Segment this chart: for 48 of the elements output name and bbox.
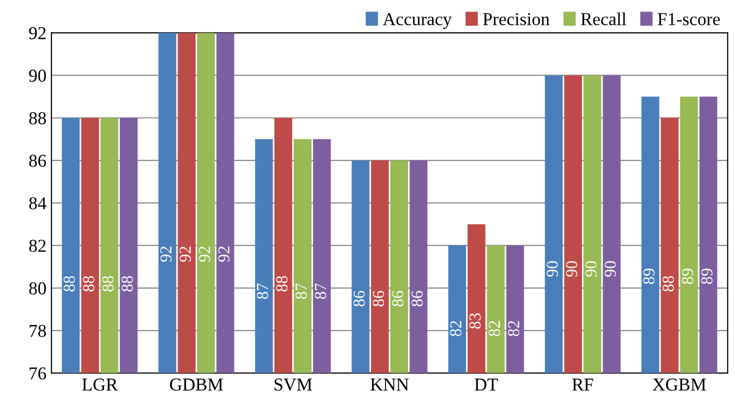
data-label: 92 xyxy=(180,246,191,262)
data-label: 83 xyxy=(469,313,481,329)
data-label: 82 xyxy=(488,321,500,336)
data-label: 89 xyxy=(701,268,712,284)
data-label: 88 xyxy=(83,276,94,292)
data-label: 87 xyxy=(256,283,268,299)
data-label: 86 xyxy=(411,290,423,306)
y-tick-label: 92 xyxy=(29,27,46,40)
y-tick-label: 76 xyxy=(30,367,46,380)
data-label: 89 xyxy=(682,268,694,284)
x-tick-label: SVM xyxy=(274,378,312,391)
y-tick-label: 86 xyxy=(29,154,46,167)
y-tick-label: 78 xyxy=(30,324,46,338)
data-label: 90 xyxy=(585,261,597,277)
data-label: 90 xyxy=(566,261,578,277)
y-tick-label: 88 xyxy=(29,112,46,124)
data-label: 88 xyxy=(64,276,75,292)
data-label: 88 xyxy=(122,276,133,292)
x-tick-label: XGBM xyxy=(652,378,706,391)
data-label: 86 xyxy=(353,290,365,306)
x-tick-label: RF xyxy=(572,378,594,390)
legend-label: Precision xyxy=(483,13,550,26)
data-label: 90 xyxy=(604,261,616,277)
legend-label: Accuracy xyxy=(382,13,452,29)
data-label: 86 xyxy=(392,290,404,306)
y-tick-label: 84 xyxy=(29,197,46,210)
legend-label: Recall xyxy=(580,12,626,26)
x-tick-label: LGR xyxy=(82,378,118,391)
data-label: 87 xyxy=(314,283,326,299)
y-tick-label: 82 xyxy=(29,240,46,252)
legend-label: F1-score xyxy=(658,13,720,26)
data-label: 86 xyxy=(372,290,384,306)
x-tick-label: DT xyxy=(474,378,498,391)
y-tick-label: 80 xyxy=(29,282,46,294)
data-label: 92 xyxy=(160,246,172,262)
data-label: 82 xyxy=(450,321,462,336)
x-tick-label: KNN xyxy=(370,378,409,390)
data-label: 89 xyxy=(643,268,655,284)
data-label: 82 xyxy=(508,321,520,336)
data-label: 88 xyxy=(662,276,674,292)
data-label: 92 xyxy=(198,246,210,262)
data-label: 90 xyxy=(546,261,558,277)
data-label: 87 xyxy=(296,283,307,299)
data-label: 92 xyxy=(218,246,230,262)
data-label: 88 xyxy=(102,276,114,292)
y-tick-label: 90 xyxy=(29,70,46,82)
x-tick-label: GDBM xyxy=(170,378,223,391)
data-label: 88 xyxy=(276,276,288,292)
